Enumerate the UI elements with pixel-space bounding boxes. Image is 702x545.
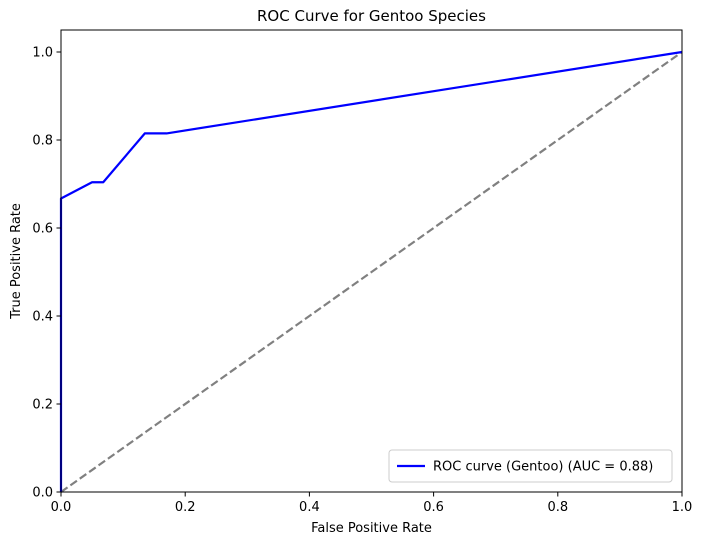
y-tick-label: 0.8: [32, 134, 53, 149]
x-tick-label: 0.4: [299, 500, 320, 515]
x-axis-ticks: 0.0 0.2 0.4 0.6 0.8 1.0: [51, 492, 693, 515]
legend-box: [388, 449, 673, 483]
y-axis-label: True Positive Rate: [9, 203, 24, 320]
x-tick-label: 0.6: [423, 500, 444, 515]
x-tick-label: 1.0: [672, 500, 693, 515]
y-tick-label: 0.0: [32, 486, 53, 501]
chart-title: ROC Curve for Gentoo Species: [257, 7, 486, 25]
plot-frame: [60, 29, 683, 493]
x-tick-label: 0.2: [175, 500, 196, 515]
legend: ROC curve (Gentoo) (AUC = 0.88): [388, 449, 673, 483]
y-tick-label: 0.4: [32, 310, 53, 325]
x-tick-label: 0.8: [547, 500, 568, 515]
y-tick-label: 0.2: [32, 398, 53, 413]
legend-label: ROC curve (Gentoo) (AUC = 0.88): [433, 460, 653, 475]
chance-diagonal-line: [60, 51, 683, 493]
x-axis-label: False Positive Rate: [311, 521, 432, 536]
x-tick-label: 0.0: [51, 500, 72, 515]
y-tick-label: 1.0: [32, 46, 53, 61]
y-axis-ticks: 0.0 0.2 0.4 0.6 0.8 1.0: [32, 46, 61, 501]
y-tick-label: 0.6: [32, 222, 53, 237]
plot-area: [61, 30, 682, 492]
plot-background: [61, 30, 682, 492]
